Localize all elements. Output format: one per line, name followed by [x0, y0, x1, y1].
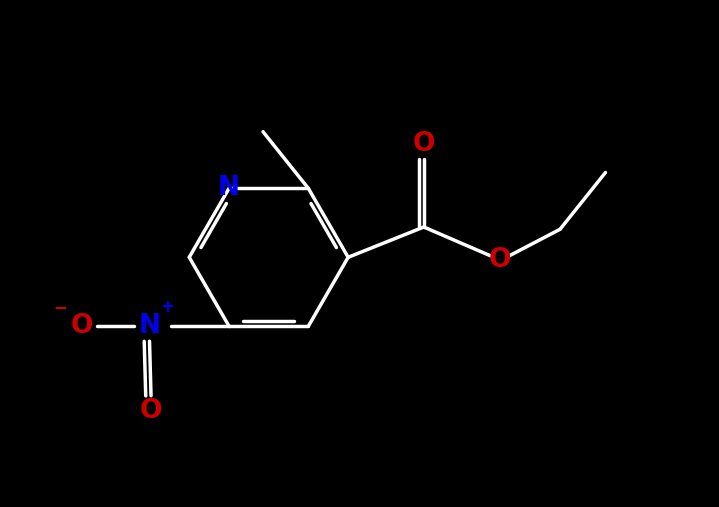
Text: N: N: [139, 313, 160, 339]
Text: O: O: [488, 246, 510, 273]
Text: +: +: [160, 298, 174, 316]
Text: O: O: [139, 398, 162, 424]
Text: O: O: [70, 313, 93, 339]
Text: N: N: [218, 175, 240, 201]
Text: O: O: [413, 131, 435, 157]
Text: −: −: [53, 298, 67, 316]
